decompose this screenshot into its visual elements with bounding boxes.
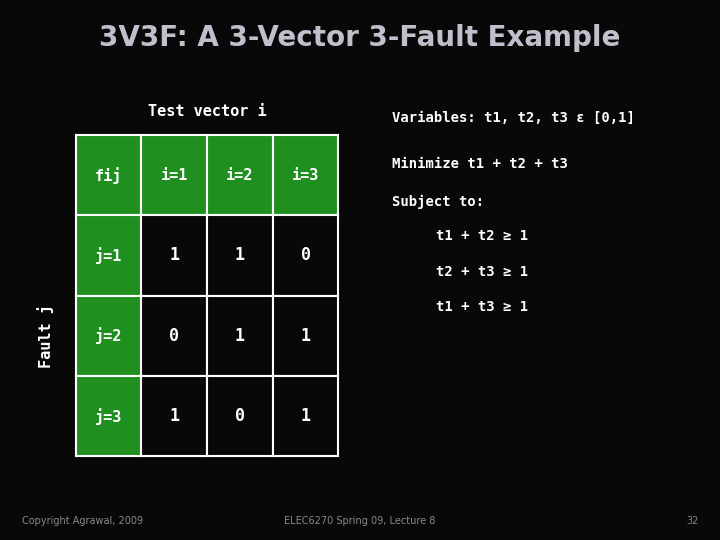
Bar [76, 376, 141, 456]
Text: Variables: t1, t2, t3 ε [0,1]: Variables: t1, t2, t3 ε [0,1] [392, 111, 635, 125]
Bar [273, 376, 338, 456]
Text: Fault j: Fault j [37, 304, 54, 368]
Text: t1 + t3 ≥ 1: t1 + t3 ≥ 1 [436, 300, 528, 314]
Text: ELEC6270 Spring 09, Lecture 8: ELEC6270 Spring 09, Lecture 8 [284, 516, 436, 526]
Bar [273, 215, 338, 296]
Text: i=3: i=3 [292, 167, 319, 183]
Text: Copyright Agrawal, 2009: Copyright Agrawal, 2009 [22, 516, 143, 526]
Bar [207, 376, 273, 456]
Bar [76, 296, 141, 376]
Text: Subject to:: Subject to: [392, 194, 485, 208]
Text: j=1: j=1 [95, 247, 122, 264]
Bar [207, 135, 273, 215]
Text: j=3: j=3 [95, 408, 122, 424]
Text: 1: 1 [169, 407, 179, 425]
Text: 0: 0 [169, 327, 179, 345]
Bar [207, 215, 273, 296]
Text: 1: 1 [169, 246, 179, 265]
Text: j=2: j=2 [95, 327, 122, 344]
Text: 32: 32 [686, 516, 698, 526]
Text: i=2: i=2 [226, 167, 253, 183]
Text: 1: 1 [235, 327, 245, 345]
Text: Test vector i: Test vector i [148, 104, 266, 119]
Text: 1: 1 [300, 327, 310, 345]
Bar [273, 135, 338, 215]
Bar [207, 296, 273, 376]
Text: 1: 1 [235, 246, 245, 265]
Bar [76, 135, 141, 215]
Text: 0: 0 [300, 246, 310, 265]
Bar [273, 296, 338, 376]
Text: 0: 0 [235, 407, 245, 425]
Text: t2 + t3 ≥ 1: t2 + t3 ≥ 1 [436, 265, 528, 279]
Text: fij: fij [95, 167, 122, 184]
Text: Minimize t1 + t2 + t3: Minimize t1 + t2 + t3 [392, 157, 568, 171]
Bar [141, 296, 207, 376]
Bar [76, 215, 141, 296]
Text: i=1: i=1 [161, 167, 188, 183]
Text: t1 + t2 ≥ 1: t1 + t2 ≥ 1 [436, 230, 528, 244]
Text: 3V3F: A 3-Vector 3-Fault Example: 3V3F: A 3-Vector 3-Fault Example [99, 24, 621, 52]
Bar [141, 376, 207, 456]
Text: 1: 1 [300, 407, 310, 425]
Bar [141, 215, 207, 296]
Bar [141, 135, 207, 215]
